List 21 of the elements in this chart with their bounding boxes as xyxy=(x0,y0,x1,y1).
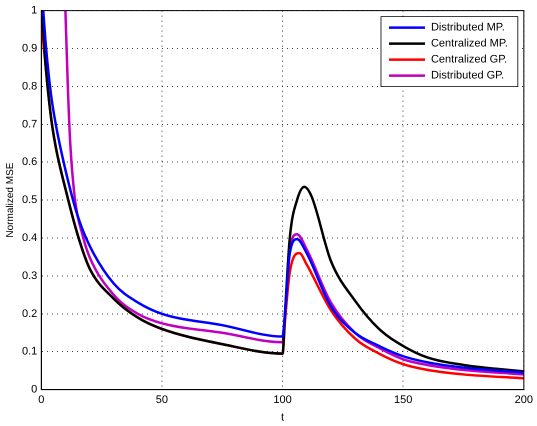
y-tick-label: 1 xyxy=(31,4,38,17)
y-tick-label: 0.1 xyxy=(22,346,38,358)
y-tick-label: 0.6 xyxy=(22,156,38,168)
legend-label: Centralized GP. xyxy=(430,54,508,66)
y-tick-label: 0.9 xyxy=(22,42,38,55)
y-tick-label: 0.2 xyxy=(22,308,38,320)
y-tick-label: 0.3 xyxy=(22,270,38,282)
y-tick-label: 0.4 xyxy=(22,232,38,244)
legend-label: Distributed MP. xyxy=(430,22,505,34)
legend-label: Centralized MP. xyxy=(430,38,508,50)
x-tick-label: 150 xyxy=(394,394,412,406)
y-tick-label: 0.7 xyxy=(22,118,38,130)
x-tick-label: 100 xyxy=(273,394,292,406)
x-axis-title: t xyxy=(281,411,284,424)
x-tick-label: 200 xyxy=(514,394,534,406)
x-tick-label: 50 xyxy=(156,394,168,406)
legend-label: Distributed GP. xyxy=(430,70,504,82)
y-tick-label: 0.5 xyxy=(22,194,38,206)
y-tick-label: 0 xyxy=(31,384,38,396)
y-tick-label: 0.8 xyxy=(22,80,38,92)
y-axis-title: Normalized MSE xyxy=(4,162,16,238)
